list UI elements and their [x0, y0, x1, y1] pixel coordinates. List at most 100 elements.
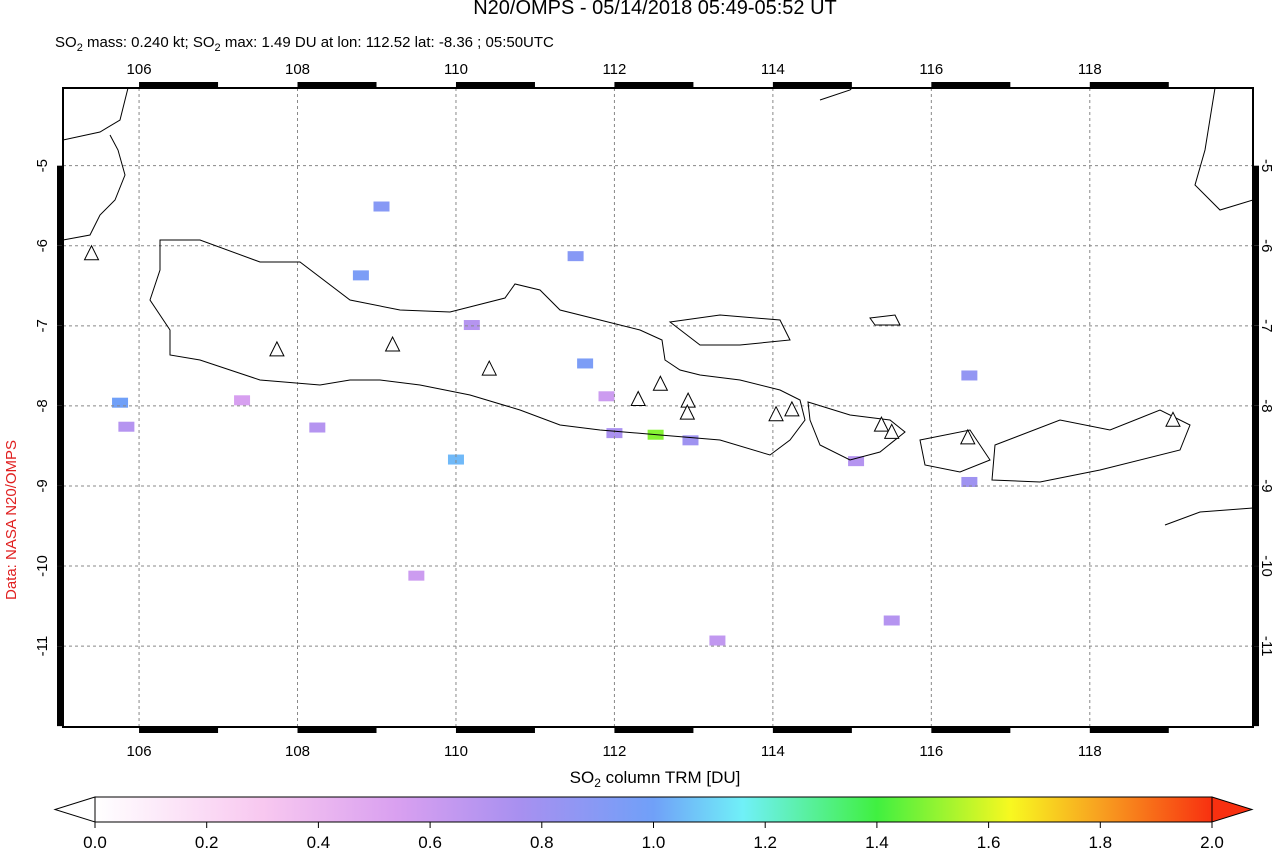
x-tick-label: 110 — [444, 61, 468, 78]
so2-pixel — [682, 435, 699, 446]
tick-layer: 106 106 108 108 110 110 112 112 114 114 116 116 118 1… — [34, 61, 1272, 760]
coast-sumatra — [63, 88, 129, 241]
subtitle-part: mass: 0.240 kt; SO — [83, 34, 215, 51]
frame-tick — [614, 82, 694, 88]
y-tick-label: -11 — [34, 636, 51, 657]
frame-tick — [1253, 325, 1259, 406]
colorbar: 0.0 0.2 0.4 0.6 0.8 1.0 1.2 1.4 1.6 1.8 2.0 — [53, 796, 1254, 852]
frame-tick — [297, 82, 377, 88]
y-tick-label: -10 — [1258, 555, 1272, 577]
y-tick-label: -9 — [1258, 479, 1272, 492]
colorbar-under — [53, 796, 96, 823]
x-tick-label: 114 — [761, 61, 785, 78]
colorbar-tick-label: 0.8 — [530, 833, 554, 852]
coast-java — [149, 239, 806, 456]
y-tick-label: -9 — [34, 479, 51, 492]
frame-tick — [57, 566, 63, 647]
colorbar-tick-label: 1.2 — [753, 833, 777, 852]
frame-tick — [931, 82, 1011, 88]
coast-islands — [869, 88, 1253, 326]
x-tick-label: 112 — [602, 743, 626, 760]
volcano — [1165, 411, 1181, 427]
so2-pixel — [309, 422, 326, 433]
label-part: SO — [570, 768, 595, 787]
frame-tick — [1253, 566, 1259, 647]
so2-pixel — [961, 476, 978, 487]
label-sub: 2 — [594, 776, 601, 790]
frame-tick — [57, 325, 63, 406]
coast-madura — [668, 314, 791, 346]
coast-sumbawa — [991, 409, 1191, 483]
subtitle-sub: 2 — [77, 42, 83, 54]
volcano — [959, 428, 976, 445]
volcano — [384, 335, 401, 352]
subtitle: SO2 mass: 0.240 kt; SO2 max: 1.49 DU at … — [55, 34, 554, 54]
volcano — [679, 403, 696, 420]
colorbar-tick-label: 1.8 — [1088, 833, 1112, 852]
frame-tick — [1253, 485, 1259, 566]
frame-tick — [1253, 646, 1259, 727]
so2-pixel — [373, 201, 390, 212]
coast-lombok — [919, 429, 991, 473]
colorbar-tick-label: 1.4 — [865, 833, 889, 852]
frame-tick — [455, 82, 535, 88]
so2-pixel — [577, 358, 594, 369]
frame-tick — [139, 727, 219, 733]
frame-tick — [57, 405, 63, 486]
x-tick-label: 118 — [1078, 61, 1102, 78]
colorbar-tick-label: 1.6 — [977, 833, 1001, 852]
label-part: column TRM [DU] — [601, 768, 741, 787]
frame-tick — [614, 727, 694, 733]
frame-tick — [931, 727, 1011, 733]
so2-pixel — [352, 270, 369, 281]
volcano — [768, 405, 784, 422]
y-tick-label: -7 — [34, 319, 51, 332]
map-background — [63, 88, 1253, 727]
volcano — [481, 359, 498, 376]
credit: Data: NASA N20/OMPS — [3, 440, 20, 600]
x-tick-label: 116 — [919, 743, 943, 760]
volcano — [269, 340, 285, 357]
volcano — [784, 400, 800, 417]
volcano — [873, 415, 890, 432]
x-tick-label: 118 — [1078, 743, 1102, 760]
so2-pixel — [709, 635, 726, 646]
so2-pixel — [848, 456, 865, 467]
y-tick-label: -10 — [34, 555, 51, 577]
so2-pixel — [447, 454, 464, 465]
colorbar-label: SO2 column TRM [DU] — [570, 768, 741, 790]
colorbar-tick-label: 0.6 — [418, 833, 442, 852]
y-tick-label: -7 — [1258, 319, 1272, 332]
so2-pixel — [463, 320, 480, 331]
colorbar-ramp — [94, 796, 1213, 823]
frame-tick — [297, 727, 377, 733]
title: N20/OMPS - 05/14/2018 05:49-05:52 UT — [473, 0, 837, 19]
frame-tick — [1253, 165, 1259, 246]
frame-tick — [139, 82, 219, 88]
frame-tick — [455, 727, 535, 733]
colorbar-tick-label: 1.0 — [642, 833, 666, 852]
frame-tick — [1089, 82, 1169, 88]
so2-pixel — [112, 397, 129, 408]
subtitle-part: max: 1.49 DU at lon: 112.52 lat: -8.36 ;… — [221, 34, 554, 51]
y-tick-label: -8 — [1258, 399, 1272, 412]
frame-tick — [57, 485, 63, 566]
frame-tick — [1253, 245, 1259, 326]
frame-tick — [57, 245, 63, 326]
coastlines — [63, 88, 1253, 526]
frame-tick — [1089, 727, 1169, 733]
y-tick-label: -11 — [1258, 636, 1272, 657]
frame-tick — [57, 646, 63, 727]
so2-pixel — [118, 421, 135, 432]
pixel-layer — [112, 201, 978, 646]
so2-pixel — [598, 391, 615, 402]
y-tick-label: -5 — [34, 159, 51, 172]
so2-pixel — [234, 395, 251, 406]
y-tick-label: -6 — [1258, 239, 1272, 252]
x-tick-label: 112 — [602, 61, 626, 78]
subtitle-part: SO — [55, 34, 77, 51]
x-tick-label: 116 — [919, 61, 943, 78]
volcano — [652, 375, 669, 391]
so2-pixel — [883, 615, 900, 626]
x-tick-label: 106 — [127, 743, 152, 760]
